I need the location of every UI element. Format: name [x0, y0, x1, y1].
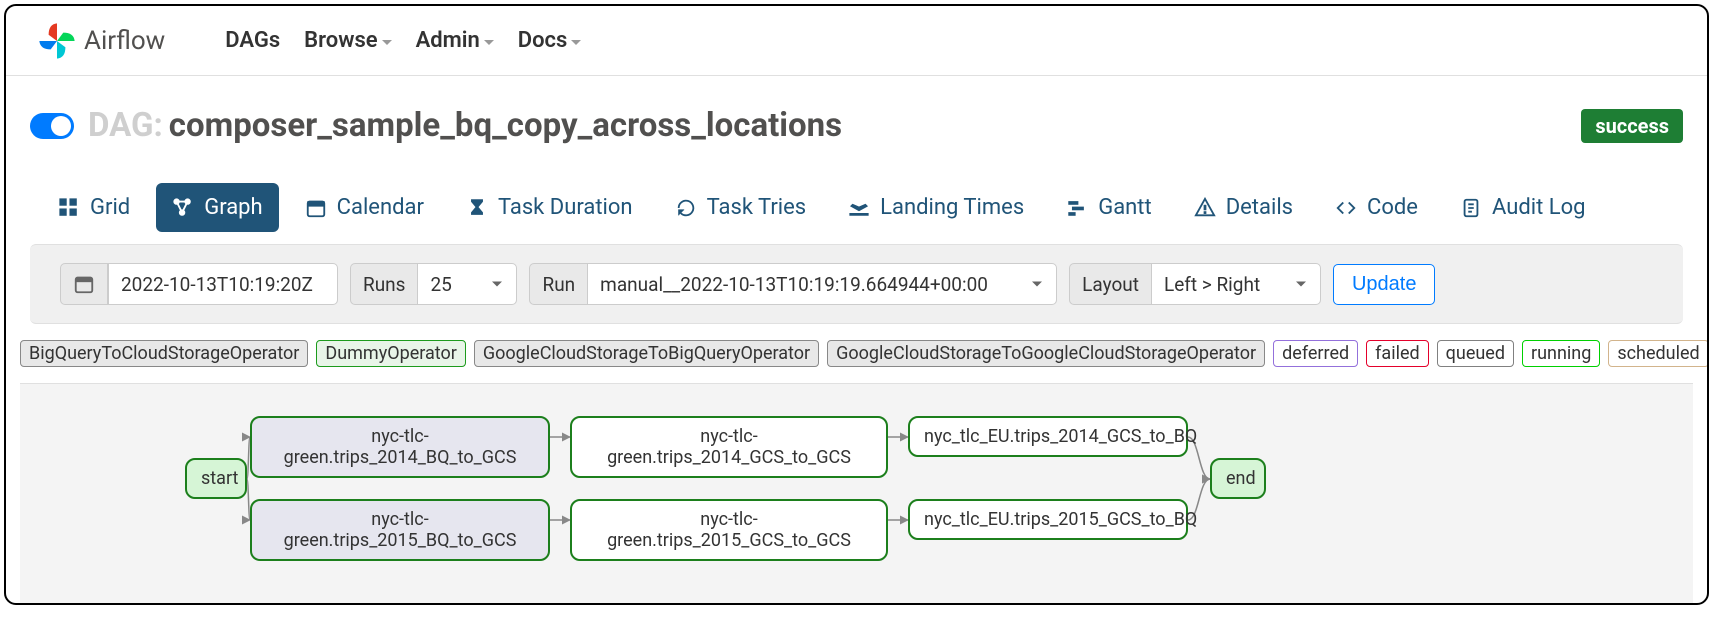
runs-value: 25	[430, 273, 451, 296]
legend-operator[interactable]: DummyOperator	[316, 340, 465, 367]
nav-item-label: Docs	[518, 28, 568, 53]
legend-operator[interactable]: BigQueryToCloudStorageOperator	[20, 340, 308, 367]
dag-enable-toggle[interactable]	[30, 113, 74, 139]
date-input[interactable]: 2022-10-13T10:19:20Z	[108, 263, 338, 305]
details-icon	[1194, 197, 1216, 219]
legend-operator[interactable]: GoogleCloudStorageToGoogleCloudStorageOp…	[827, 340, 1265, 367]
tab-task-duration[interactable]: Task Duration	[450, 183, 649, 232]
layout-select[interactable]: Left > Right	[1151, 263, 1321, 305]
update-button[interactable]: Update	[1333, 264, 1436, 305]
tab-label: Task Tries	[707, 195, 807, 220]
graph-node-start[interactable]: start	[185, 458, 247, 499]
graph-node-n5[interactable]: nyc_tlc_EU.trips_2014_GCS_to_BQ	[908, 416, 1188, 457]
calendar-icon	[73, 273, 95, 295]
tab-grid[interactable]: Grid	[42, 183, 146, 232]
tab-label: Task Duration	[498, 195, 633, 220]
dag-name: composer_sample_bq_copy_across_locations	[169, 106, 842, 145]
legend-state-running[interactable]: running	[1522, 340, 1600, 367]
nav-item-label: Admin	[416, 28, 480, 53]
code-icon	[1335, 197, 1357, 219]
graph-node-end[interactable]: end	[1210, 458, 1266, 499]
tab-label: Details	[1226, 195, 1293, 220]
graph-node-n3[interactable]: nyc-tlc-green.trips_2014_GCS_to_GCS	[570, 416, 888, 478]
tab-gantt[interactable]: Gantt	[1050, 183, 1168, 232]
legend-state-deferred[interactable]: deferred	[1273, 340, 1358, 367]
run-value: manual__2022-10-13T10:19:19.664944+00:00	[600, 273, 988, 296]
chevron-down-icon	[571, 40, 581, 45]
legend-state-queued[interactable]: queued	[1437, 340, 1514, 367]
legend-state-scheduled[interactable]: scheduled	[1608, 340, 1707, 367]
date-value: 2022-10-13T10:19:20Z	[121, 273, 313, 296]
tab-audit-log[interactable]: Audit Log	[1444, 183, 1602, 232]
status-badge: success	[1581, 109, 1683, 143]
legend-state-failed[interactable]: failed	[1366, 340, 1429, 367]
run-label: Run	[529, 263, 587, 305]
hourglass-icon	[466, 197, 488, 219]
chevron-down-icon	[484, 40, 494, 45]
landing-icon	[848, 197, 870, 219]
runs-select[interactable]: 25	[417, 263, 517, 305]
tab-label: Gantt	[1098, 195, 1152, 220]
view-tabs: Grid Graph Calendar Task Duration Task Tries…	[6, 153, 1707, 244]
grid-icon	[58, 197, 80, 219]
brand[interactable]: Airflow	[16, 20, 185, 62]
legend: BigQueryToCloudStorageOperator DummyOpera…	[6, 324, 1707, 383]
layout-label: Layout	[1069, 263, 1151, 305]
tab-label: Graph	[204, 195, 262, 220]
tab-label: Audit Log	[1492, 195, 1586, 220]
dag-prefix-label: DAG:	[88, 106, 163, 145]
tab-details[interactable]: Details	[1178, 183, 1309, 232]
gantt-icon	[1066, 197, 1088, 219]
graph-icon	[172, 197, 194, 219]
tab-graph[interactable]: Graph	[156, 183, 278, 232]
nav-item-browse[interactable]: Browse	[304, 28, 391, 53]
controls-bar: 2022-10-13T10:19:20Z Runs 25 Run manual_…	[30, 244, 1683, 324]
tab-landing-times[interactable]: Landing Times	[832, 183, 1040, 232]
date-icon	[60, 263, 108, 305]
nav-item-docs[interactable]: Docs	[518, 28, 582, 53]
nav-item-dags[interactable]: DAGs	[225, 28, 280, 53]
runs-label: Runs	[350, 263, 417, 305]
nav-item-admin[interactable]: Admin	[416, 28, 494, 53]
tab-task-tries[interactable]: Task Tries	[659, 183, 823, 232]
tab-code[interactable]: Code	[1319, 183, 1434, 232]
topbar: Airflow DAGs Browse Admin Docs	[6, 6, 1707, 76]
graph-canvas[interactable]: startnyc-tlc-green.trips_2014_BQ_to_GCSn…	[20, 383, 1693, 603]
graph-node-n2[interactable]: nyc-tlc-green.trips_2015_BQ_to_GCS	[250, 499, 550, 561]
tab-label: Code	[1367, 195, 1418, 220]
graph-node-n1[interactable]: nyc-tlc-green.trips_2014_BQ_to_GCS	[250, 416, 550, 478]
topnav: DAGs Browse Admin Docs	[225, 28, 581, 53]
nav-item-label: Browse	[304, 28, 377, 53]
graph-node-n4[interactable]: nyc-tlc-green.trips_2015_GCS_to_GCS	[570, 499, 888, 561]
tab-label: Calendar	[337, 195, 424, 220]
run-select[interactable]: manual__2022-10-13T10:19:19.664944+00:00	[587, 263, 1057, 305]
airflow-logo-icon	[36, 20, 78, 62]
retry-icon	[675, 197, 697, 219]
tab-label: Landing Times	[880, 195, 1024, 220]
layout-value: Left > Right	[1164, 273, 1260, 296]
legend-operator[interactable]: GoogleCloudStorageToBigQueryOperator	[474, 340, 819, 367]
calendar-icon	[305, 197, 327, 219]
tab-calendar[interactable]: Calendar	[289, 183, 440, 232]
graph-node-n6[interactable]: nyc_tlc_EU.trips_2015_GCS_to_BQ	[908, 499, 1188, 540]
dag-title-row: DAG: composer_sample_bq_copy_across_loca…	[6, 76, 1707, 153]
tab-label: Grid	[90, 195, 130, 220]
chevron-down-icon	[382, 40, 392, 45]
nav-item-label: DAGs	[225, 28, 280, 53]
log-icon	[1460, 197, 1482, 219]
brand-name: Airflow	[84, 26, 165, 56]
